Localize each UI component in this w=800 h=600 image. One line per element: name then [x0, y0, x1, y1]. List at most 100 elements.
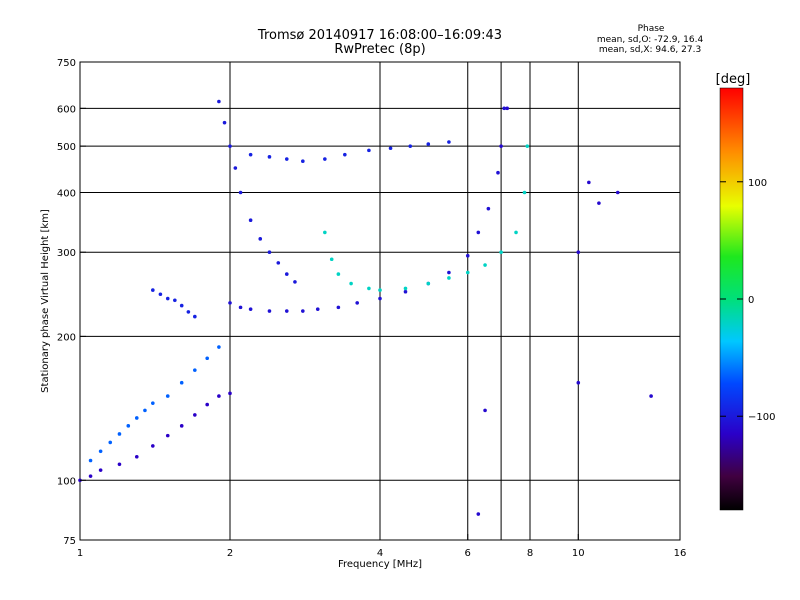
data-point [108, 440, 113, 445]
data-point [88, 474, 93, 478]
x-axis-label: Frequency [MHz] [338, 559, 422, 570]
phase-info-title: Phase [638, 24, 665, 34]
data-point [267, 250, 272, 255]
grid [80, 62, 680, 540]
series-1 [88, 345, 221, 463]
data-point [649, 394, 653, 398]
y-tick-label: 100 [57, 476, 76, 487]
series-2 [151, 288, 197, 319]
data-point [483, 408, 487, 413]
colorbar-tick-label: 0 [748, 295, 754, 306]
y-axis-label: Stationary phase Virtual Height [km] [40, 209, 51, 393]
data-point [228, 301, 232, 305]
data-point [514, 230, 518, 235]
data-point [576, 250, 581, 255]
data-point [597, 201, 601, 205]
data-point [378, 288, 382, 292]
x-tick-label: 10 [572, 548, 585, 559]
data-point [217, 99, 221, 104]
data-point [343, 152, 347, 157]
data-point [505, 106, 509, 111]
series-5 [323, 144, 530, 292]
data-point [403, 289, 408, 294]
data-point [267, 155, 272, 159]
data-point [276, 261, 281, 265]
y-tick-label: 500 [57, 142, 76, 153]
data-point [134, 454, 139, 459]
colorbar-tick-label: −100 [748, 412, 775, 423]
data-point [587, 180, 591, 185]
data-point [293, 280, 297, 284]
y-tick-label: 600 [57, 104, 76, 115]
data-point [179, 380, 184, 385]
data-point [502, 106, 506, 111]
data-point [88, 458, 93, 463]
data-point [615, 190, 620, 195]
data-point [378, 296, 382, 301]
data-point [426, 142, 431, 146]
data-point [151, 288, 155, 292]
data-point [179, 303, 184, 308]
data-point [217, 345, 221, 349]
data-point [151, 444, 155, 448]
x-tick-label: 16 [674, 548, 687, 559]
data-point [98, 468, 103, 472]
data-point [499, 250, 503, 255]
data-point [388, 146, 393, 151]
x-tick-label: 4 [377, 548, 383, 559]
data-point [228, 144, 232, 148]
axis-ticks: 1 2 4 6 8 10 16 75 100 200 300 400 500 600 750 [57, 58, 686, 559]
data-point [151, 401, 155, 405]
data-point [193, 413, 197, 417]
data-point [228, 391, 232, 396]
data-point [483, 263, 487, 267]
data-point [158, 292, 163, 297]
data-point [525, 144, 530, 148]
data-point [193, 314, 197, 319]
colorbar-ticks: 100 0 −100 [720, 178, 775, 423]
data-point [173, 298, 177, 303]
data-point [329, 257, 334, 262]
data-point [355, 301, 359, 305]
data-point [143, 408, 147, 413]
data-point [248, 152, 253, 157]
x-tick-label: 2 [227, 548, 233, 559]
data-point [233, 166, 238, 170]
data-point [315, 307, 320, 311]
data-point [179, 424, 184, 428]
data-point [301, 159, 305, 164]
data-point [267, 309, 272, 313]
data-point [336, 305, 341, 310]
data-point [476, 512, 481, 516]
data-point [301, 309, 305, 313]
data-point [248, 307, 253, 311]
data-point [476, 230, 481, 235]
data-point [336, 272, 341, 276]
data-point [165, 296, 170, 301]
data-point [323, 230, 327, 235]
data-point [117, 462, 122, 467]
data-point [284, 272, 289, 276]
data-point [349, 281, 353, 286]
data-point [284, 309, 289, 313]
series-6 [248, 140, 451, 164]
data-point [205, 402, 209, 407]
data-point [117, 432, 122, 436]
x-tick-label: 1 [77, 548, 83, 559]
data-point [165, 394, 170, 398]
data-point [284, 157, 289, 161]
y-tick-label: 200 [57, 332, 76, 343]
data-point [98, 449, 103, 454]
data-point [193, 368, 197, 372]
data-point [486, 206, 491, 211]
data-point [465, 253, 470, 258]
data-point [576, 380, 581, 385]
data-point [403, 286, 408, 291]
data-point [134, 416, 139, 420]
data-point [238, 305, 243, 310]
chart-subtitle: RwPretec (8p) [334, 42, 425, 57]
data-point [447, 270, 451, 275]
colorbar-tick-label: 100 [748, 178, 767, 189]
data-point [522, 190, 527, 195]
